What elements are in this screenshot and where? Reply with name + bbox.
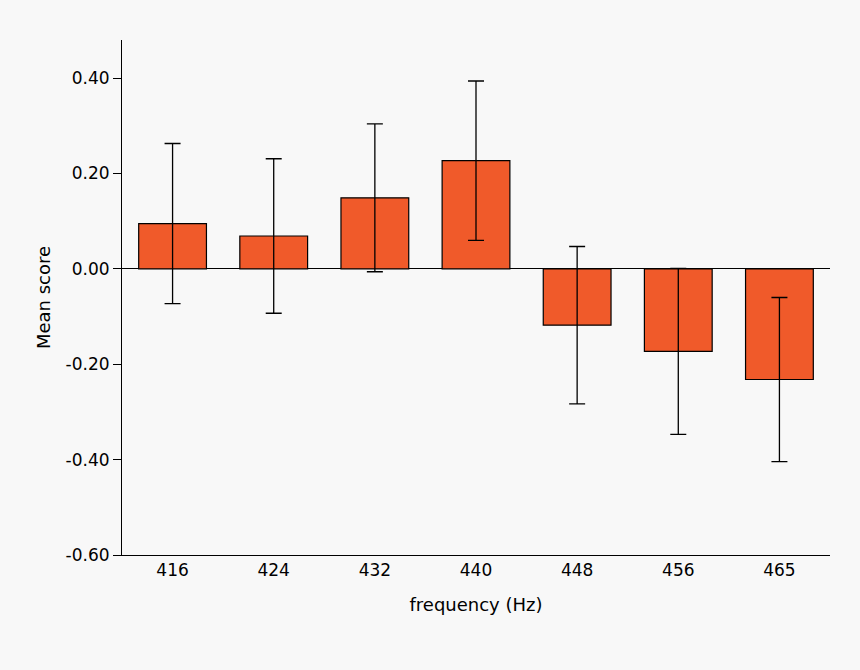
svg-text:Mean score: Mean score bbox=[33, 246, 54, 349]
svg-text:frequency (Hz): frequency (Hz) bbox=[409, 594, 542, 615]
svg-text:-0.40: -0.40 bbox=[66, 450, 110, 470]
svg-text:0.20: 0.20 bbox=[72, 163, 110, 183]
svg-text:0.40: 0.40 bbox=[72, 68, 110, 88]
svg-text:0.00: 0.00 bbox=[72, 259, 110, 279]
svg-text:-0.60: -0.60 bbox=[66, 545, 110, 565]
svg-text:465: 465 bbox=[763, 560, 795, 580]
svg-text:-0.20: -0.20 bbox=[66, 354, 110, 374]
svg-text:432: 432 bbox=[359, 560, 391, 580]
svg-text:424: 424 bbox=[257, 560, 289, 580]
svg-text:440: 440 bbox=[460, 560, 492, 580]
svg-text:448: 448 bbox=[561, 560, 593, 580]
svg-text:456: 456 bbox=[662, 560, 694, 580]
svg-text:416: 416 bbox=[156, 560, 188, 580]
